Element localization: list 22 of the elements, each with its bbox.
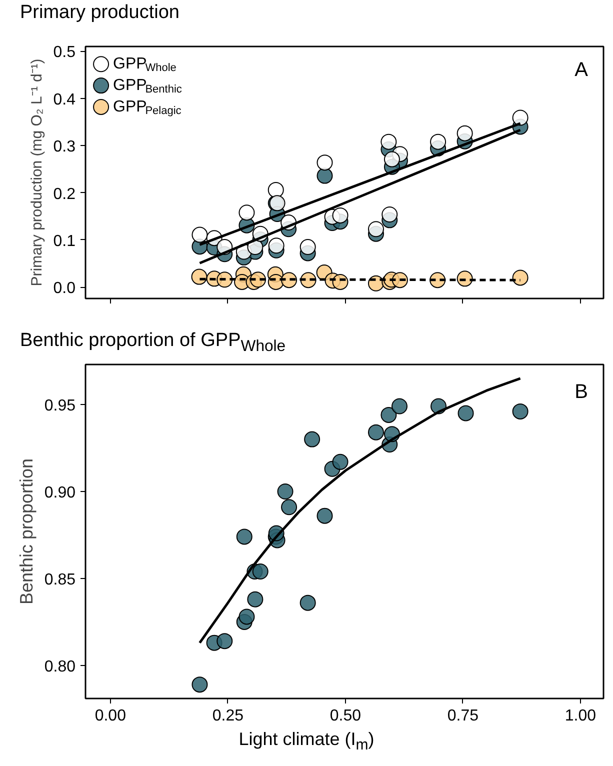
y-tick-label: 0.4: [53, 91, 76, 108]
chart-title: Benthic proportion of GPP$_{Whole}$: [20, 329, 286, 357]
y-tick-label: 0.0: [53, 280, 76, 298]
y-tick-label: 0.3: [53, 138, 76, 156]
y-axis-title: Primary production (mg O₂ L⁻¹ d⁻¹): [28, 58, 46, 286]
y-tick-label: 0.2: [53, 186, 76, 203]
annotation: B: [574, 381, 588, 404]
y-tick-label: 0.85: [44, 571, 76, 588]
y-tick-label: 0.1: [53, 232, 76, 250]
x-axis-title: Light climate (I$_{m}$): [238, 728, 374, 756]
y-tick-label: 0.95: [44, 398, 76, 415]
annotation: A: [574, 59, 589, 82]
chart-title: Primary production: [20, 1, 180, 25]
y-axis-title: Benthic proportion: [16, 458, 36, 605]
x-tick-label: 1.00: [564, 708, 596, 724]
y-tick-label: 0.90: [44, 484, 76, 502]
x-tick-label: 0.00: [94, 708, 126, 724]
y-tick-label: 0.5: [53, 44, 76, 62]
y-tick-label: 0.80: [44, 658, 76, 676]
x-tick-label: 0.25: [212, 708, 244, 724]
x-tick-label: 0.75: [447, 708, 479, 724]
x-tick-label: 0.50: [330, 708, 362, 724]
